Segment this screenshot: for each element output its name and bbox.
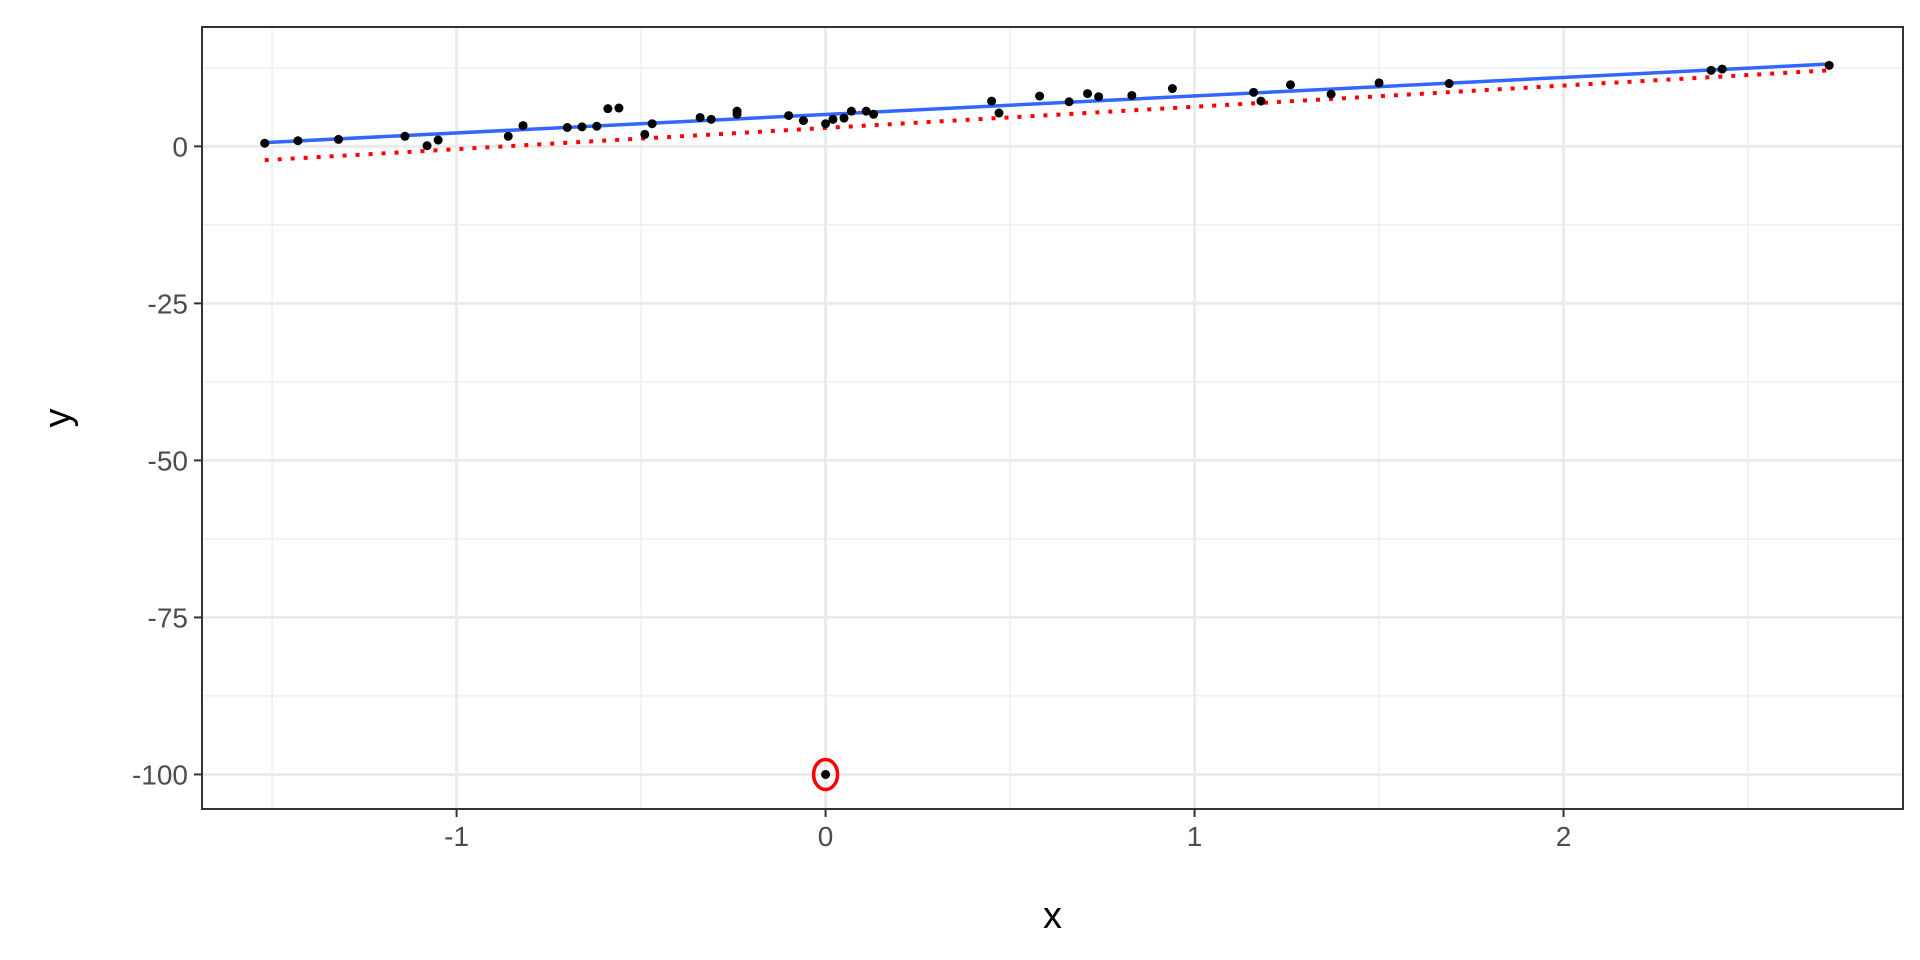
data-point bbox=[1374, 78, 1384, 88]
y-tick-label: 0 bbox=[172, 131, 188, 162]
data-point bbox=[518, 121, 528, 131]
data-point bbox=[869, 109, 879, 119]
data-point bbox=[732, 106, 742, 116]
data-point bbox=[562, 122, 572, 132]
major-grid bbox=[202, 27, 1903, 809]
y-tick-label: -25 bbox=[148, 288, 188, 319]
reference-line-dotted bbox=[264, 68, 1830, 163]
panel-background bbox=[202, 27, 1903, 809]
data-point bbox=[695, 112, 705, 122]
data-point bbox=[1285, 80, 1295, 90]
plot-panel bbox=[201, 26, 1904, 810]
outlier-point bbox=[821, 769, 831, 779]
data-point bbox=[614, 103, 624, 113]
data-point bbox=[846, 106, 856, 116]
data-point bbox=[592, 121, 602, 131]
data-point bbox=[1717, 64, 1727, 74]
data-point bbox=[1064, 97, 1074, 107]
data-point bbox=[706, 114, 716, 124]
fit-line-solid bbox=[264, 62, 1830, 145]
data-point bbox=[1035, 91, 1045, 101]
data-point bbox=[1083, 89, 1093, 99]
data-point bbox=[1167, 84, 1177, 94]
outlier-highlight-ring bbox=[811, 757, 840, 792]
data-point bbox=[987, 96, 997, 106]
data-point bbox=[433, 135, 443, 145]
y-tick-label: -100 bbox=[132, 759, 188, 790]
data-point bbox=[640, 129, 650, 139]
data-point bbox=[293, 136, 303, 146]
y-tick-label: -75 bbox=[148, 602, 188, 633]
data-point bbox=[798, 116, 808, 126]
x-tick-label: 1 bbox=[1187, 821, 1203, 852]
data-point bbox=[1824, 60, 1834, 70]
data-point bbox=[1249, 87, 1259, 97]
data-point bbox=[603, 104, 613, 114]
panel-border bbox=[201, 26, 1904, 810]
data-point bbox=[422, 141, 432, 151]
data-point bbox=[821, 119, 831, 129]
x-tick-label: 2 bbox=[1556, 821, 1572, 852]
data-point bbox=[260, 138, 270, 148]
data-point bbox=[1326, 89, 1336, 99]
y-tick-label: -50 bbox=[148, 445, 188, 476]
data-point bbox=[1094, 92, 1104, 102]
data-point bbox=[861, 106, 871, 116]
data-point bbox=[503, 131, 513, 141]
x-axis-title: x bbox=[1043, 895, 1062, 937]
data-point bbox=[994, 108, 1004, 118]
data-point bbox=[400, 131, 410, 141]
data-point bbox=[577, 122, 587, 132]
data-point bbox=[1706, 65, 1716, 75]
x-tick-label: -1 bbox=[444, 821, 469, 852]
data-point bbox=[334, 134, 344, 144]
minor-grid bbox=[202, 27, 1903, 809]
y-axis-title: y bbox=[37, 409, 79, 428]
data-point bbox=[1256, 96, 1266, 106]
data-point bbox=[839, 113, 849, 123]
plot-marks bbox=[260, 60, 1834, 792]
data-point bbox=[784, 111, 794, 121]
x-axis: -1 0 1 2 bbox=[444, 809, 1571, 852]
x-tick-label: 0 bbox=[818, 821, 834, 852]
data-point bbox=[1127, 90, 1137, 100]
data-point bbox=[1444, 79, 1454, 89]
y-axis: -100 -75 -50 -25 0 bbox=[132, 131, 202, 790]
data-point bbox=[828, 114, 838, 124]
data-point bbox=[647, 119, 657, 129]
